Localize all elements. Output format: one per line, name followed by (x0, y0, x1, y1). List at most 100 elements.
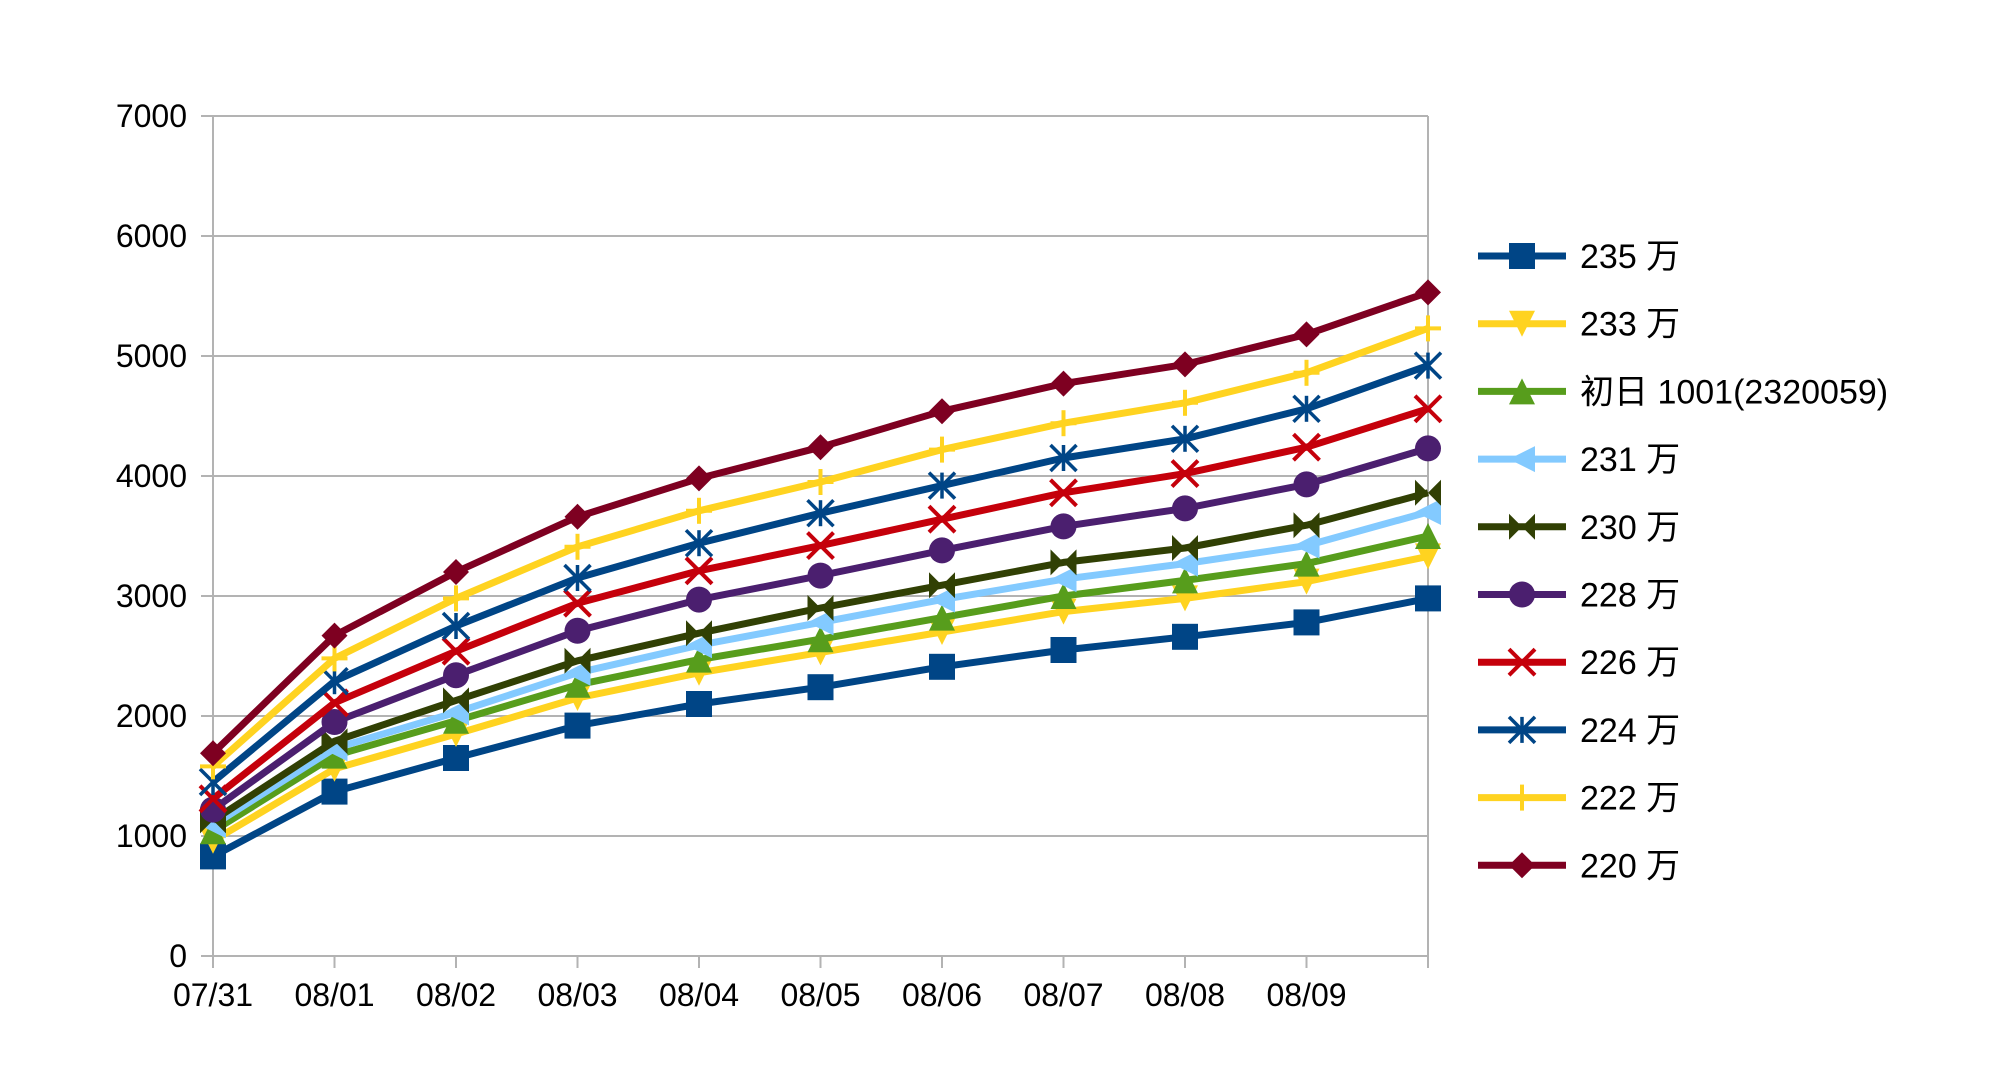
data-point (441, 611, 471, 641)
legend-label: 222 万 (1580, 780, 1680, 818)
data-point (441, 636, 471, 666)
data-point (443, 687, 469, 714)
data-point (807, 434, 834, 461)
data-point (1415, 279, 1441, 306)
data-point (1415, 523, 1441, 549)
y-tick-label: 4000 (116, 458, 187, 494)
y-tick-label: 0 (169, 938, 187, 974)
legend-label: 233 万 (1580, 306, 1680, 344)
y-tick-label: 3000 (116, 578, 187, 614)
y-tick-label: 2000 (116, 698, 187, 734)
data-point (200, 740, 226, 767)
data-point (929, 653, 955, 680)
data-point (1172, 623, 1198, 650)
data-point (806, 498, 835, 528)
legend-item: 235 万 (1478, 238, 1680, 276)
data-point (1293, 321, 1320, 348)
data-point (1293, 359, 1320, 386)
data-point (686, 646, 712, 673)
series-5 (200, 479, 1441, 834)
data-point (1293, 512, 1320, 539)
legend-label: 初日 1001(2320059) (1580, 373, 1888, 411)
data-point (807, 626, 834, 653)
legend-swatch-marker (1509, 378, 1535, 405)
series-6 (200, 435, 1441, 823)
legend-item: 初日 1001(2320059) (1478, 373, 1888, 411)
data-point (1050, 583, 1077, 609)
data-point (1170, 459, 1200, 489)
axis-layer: 0 1000 2000 3000 4000 5000 6000 7000 07/31 08/01 0… (116, 98, 1429, 1013)
data-point (1413, 394, 1443, 424)
series-4 (200, 499, 1441, 839)
data-point (806, 531, 835, 561)
data-point (443, 585, 469, 612)
series-8 (198, 351, 1443, 797)
data-point (321, 622, 348, 649)
data-point (684, 528, 714, 558)
data-point (807, 595, 834, 621)
legend-swatch-marker (1509, 852, 1535, 879)
data-point (929, 572, 955, 599)
x-tick-label: 08/04 (659, 977, 739, 1013)
data-point (1293, 532, 1320, 559)
series-layer (198, 279, 1443, 870)
data-point (807, 609, 834, 636)
data-point (1172, 495, 1198, 522)
legend-label: 224 万 (1580, 712, 1680, 750)
data-point (1413, 351, 1443, 380)
data-point (321, 728, 348, 755)
data-point (443, 662, 469, 689)
data-point (1293, 471, 1320, 498)
legend-swatch-marker (1509, 243, 1535, 269)
data-point (1415, 499, 1441, 525)
data-point (1415, 315, 1441, 342)
data-point (1415, 543, 1441, 570)
data-point (929, 436, 955, 463)
data-point (686, 620, 712, 647)
data-point (1172, 550, 1198, 577)
data-point (686, 691, 712, 717)
data-point (321, 778, 348, 805)
legend-label: 226 万 (1580, 644, 1680, 682)
legend-swatch-marker (1509, 784, 1535, 811)
data-point (927, 504, 957, 534)
series-7 (198, 394, 1443, 814)
data-point (1293, 609, 1320, 636)
series-10 (200, 279, 1441, 767)
legend-item: 224 万 (1478, 712, 1680, 750)
data-point (563, 563, 592, 593)
data-point (929, 398, 955, 425)
data-point (443, 707, 469, 734)
data-point (1293, 550, 1320, 577)
legend-swatch-marker (1507, 647, 1537, 677)
data-point (563, 588, 592, 618)
legend-label: 235 万 (1580, 238, 1680, 276)
data-point (1050, 370, 1077, 397)
data-point (1172, 389, 1198, 416)
data-point (807, 674, 834, 701)
x-tick-label: 08/07 (1023, 977, 1103, 1013)
data-point (1292, 432, 1321, 462)
data-point (686, 586, 712, 613)
legend-item: 226 万 (1478, 644, 1680, 682)
legend-label: 220 万 (1580, 847, 1680, 885)
legend-swatch-marker (1509, 310, 1535, 337)
data-point (1172, 567, 1198, 594)
legend-item: 220 万 (1478, 847, 1680, 885)
y-tick-label: 7000 (116, 98, 187, 134)
data-point (1049, 478, 1078, 508)
data-point (1415, 585, 1441, 612)
data-point (807, 562, 834, 589)
data-point (1050, 549, 1077, 576)
data-point (564, 533, 591, 560)
data-point (929, 537, 955, 564)
data-point (321, 645, 348, 672)
data-point (1172, 351, 1198, 378)
data-point (1049, 443, 1078, 473)
data-point (1292, 394, 1321, 424)
data-point (686, 497, 712, 524)
legend-item: 222 万 (1478, 780, 1680, 818)
x-tick-label: 08/09 (1266, 977, 1346, 1013)
